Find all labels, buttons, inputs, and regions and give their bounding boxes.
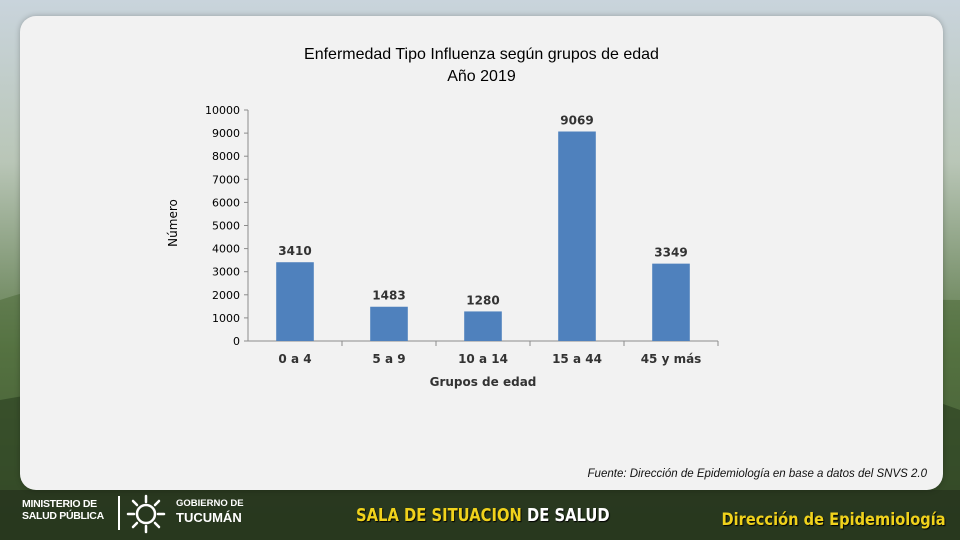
data-label-2: 1483 — [372, 289, 405, 303]
chart-title: Enfermedad Tipo Influenza según grupos d… — [304, 46, 659, 63]
y-tick-label: 6000 — [212, 196, 240, 209]
x-tick-label: 10 a 14 — [458, 352, 508, 366]
x-tick-label: 5 a 9 — [372, 352, 405, 366]
x-tick-label: 15 a 44 — [552, 352, 602, 366]
bar-5 — [652, 263, 690, 341]
source-note: Fuente: Dirección de Epidemiología en ba… — [587, 468, 927, 480]
y-tick-label: 8000 — [212, 150, 240, 163]
sala-part1: SALA DE SITUACION — [356, 505, 522, 526]
y-tick-label: 10000 — [205, 104, 240, 117]
y-tick-label: 3000 — [212, 266, 240, 279]
x-tick-label: 45 y más — [641, 352, 702, 366]
chart-title-block: Enfermedad Tipo Influenza según grupos d… — [20, 44, 943, 88]
ministerio-logo-text: MINISTERIO DE SALUD PÚBLICA — [22, 498, 114, 522]
y-tick-label: 0 — [233, 335, 240, 348]
y-axis-label: Número — [166, 199, 180, 247]
gobierno-logo-text: GOBIERNO DE TUCUMÁN — [176, 498, 244, 525]
gobierno-line2: TUCUMÁN — [176, 510, 242, 525]
direccion-epidemiologia: Dirección de Epidemiología — [721, 510, 946, 530]
y-tick-label: 5000 — [212, 220, 240, 233]
data-label-4: 9069 — [560, 114, 593, 128]
chart-card: Enfermedad Tipo Influenza según grupos d… — [20, 16, 943, 490]
x-tick-label: 0 a 4 — [278, 352, 311, 366]
sala-part2: DE SALUD — [521, 505, 610, 526]
x-axis-label: Grupos de edad — [430, 375, 537, 389]
data-label-1: 3410 — [278, 244, 311, 258]
bar-2 — [370, 306, 408, 341]
logo-divider — [118, 496, 120, 530]
sala-situacion-title: SALA DE SITUACION DE SALUD — [356, 505, 610, 526]
y-tick-label: 9000 — [212, 127, 240, 140]
y-tick-label: 1000 — [212, 312, 240, 325]
sun-emblem-icon — [126, 494, 166, 534]
ministerio-line1: MINISTERIO DE — [22, 498, 97, 510]
bar-1 — [276, 262, 314, 341]
gobierno-line1: GOBIERNO DE — [176, 498, 244, 509]
data-label-5: 3349 — [654, 246, 687, 260]
y-tick-label: 4000 — [212, 243, 240, 256]
bar-3 — [464, 311, 502, 341]
y-tick-label: 7000 — [212, 173, 240, 186]
y-tick-label: 2000 — [212, 289, 240, 302]
chart-subtitle: Año 2019 — [447, 68, 516, 85]
data-label-3: 1280 — [466, 293, 499, 307]
bar-chart: 0 1000 2000 3000 4000 5000 6000 7000 8000 9000 100… — [166, 104, 719, 389]
ministerio-line2: SALUD PÚBLICA — [22, 510, 104, 522]
bar-4 — [558, 131, 596, 341]
